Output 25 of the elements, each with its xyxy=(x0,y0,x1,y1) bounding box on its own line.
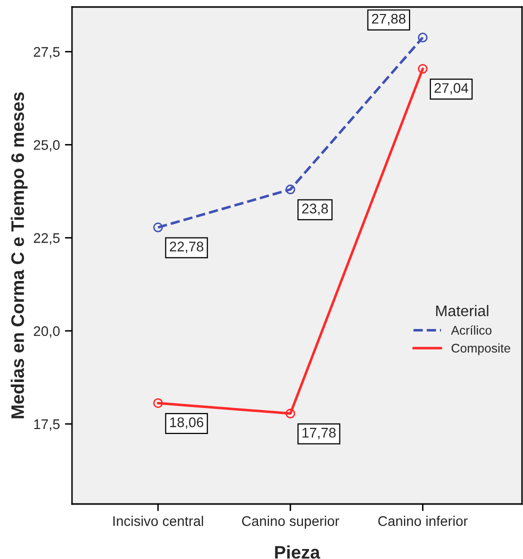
x-axis-title: Pieza xyxy=(275,545,320,559)
x-tick-label: Canino inferior xyxy=(378,516,468,526)
x-tick-label: Incisivo central xyxy=(113,516,204,526)
y-tick-label: 17,5 xyxy=(34,419,60,431)
data-label: 22,78 xyxy=(170,242,204,254)
data-label: 27,04 xyxy=(434,83,468,95)
point xyxy=(286,408,296,418)
data-label: 23,8 xyxy=(302,204,328,216)
legend-label: Acrílico xyxy=(451,325,492,335)
data-label: 27,88 xyxy=(372,14,406,26)
data-label: 17,78 xyxy=(302,428,336,440)
x-tick-label: Canino superior xyxy=(242,516,340,529)
y-tick-label: 20,0 xyxy=(34,326,60,338)
point xyxy=(153,222,163,232)
point xyxy=(286,184,296,194)
point xyxy=(418,32,428,42)
y-axis-title: Medias en Corma C e Tiempo 6 meses xyxy=(10,92,28,418)
y-tick-label: 22,5 xyxy=(34,233,60,245)
y-tick-label: 25,0 xyxy=(34,140,60,152)
legend-label: Composite xyxy=(452,343,510,356)
data-label: 18,06 xyxy=(170,417,204,429)
point xyxy=(418,64,428,74)
legend-title: Material xyxy=(436,305,488,316)
point xyxy=(153,398,163,408)
y-tick-label: 27,5 xyxy=(34,47,60,58)
